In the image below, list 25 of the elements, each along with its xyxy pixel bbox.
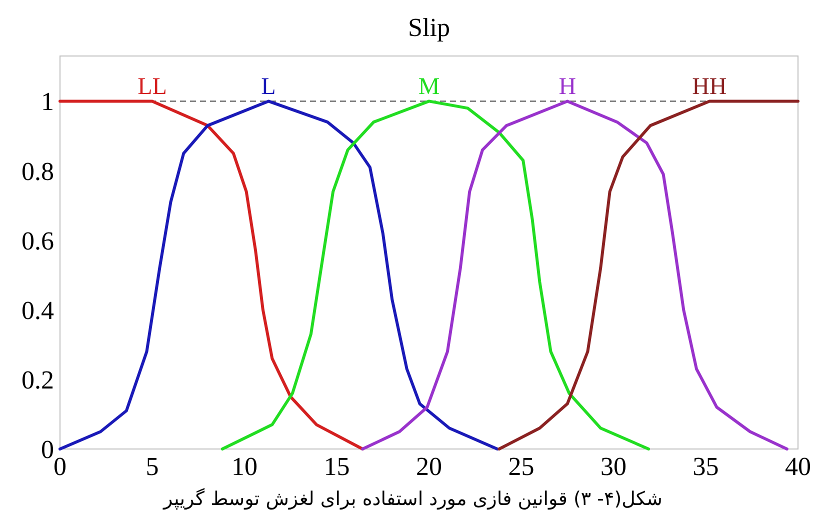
x-tick-label: 25: [508, 452, 534, 481]
y-tick-label: 0.2: [22, 365, 54, 394]
x-tick-label: 30: [600, 452, 626, 481]
chart-title: Slip: [408, 13, 450, 42]
line-series: [220, 100, 650, 450]
y-tick-label: 0.4: [22, 296, 54, 325]
x-tick-label: 35: [692, 452, 719, 481]
series-label: L: [261, 74, 276, 100]
series-label: M: [418, 74, 440, 100]
y-tick-label: 1: [41, 87, 54, 116]
y-tick-label: 0.8: [22, 156, 54, 186]
x-tick-label: 40: [785, 452, 811, 481]
series-label: LL: [138, 74, 167, 100]
x-tick-label: 20: [416, 452, 442, 481]
line-series: [58, 100, 499, 450]
y-tick-label: 0.6: [22, 226, 54, 256]
series-label: HH: [692, 74, 727, 100]
x-tick-label: 10: [232, 452, 258, 481]
line-series: [498, 100, 800, 450]
line-series: [361, 100, 788, 450]
x-tick-label: 15: [324, 452, 350, 481]
line-series: [58, 100, 364, 450]
text: شکل(۴- ۳) قوانین فازی مورد استفاده برای لغزش توسط گریپر: [162, 487, 662, 510]
x-tick-label: 5: [146, 452, 159, 481]
series-label: H: [558, 74, 576, 100]
